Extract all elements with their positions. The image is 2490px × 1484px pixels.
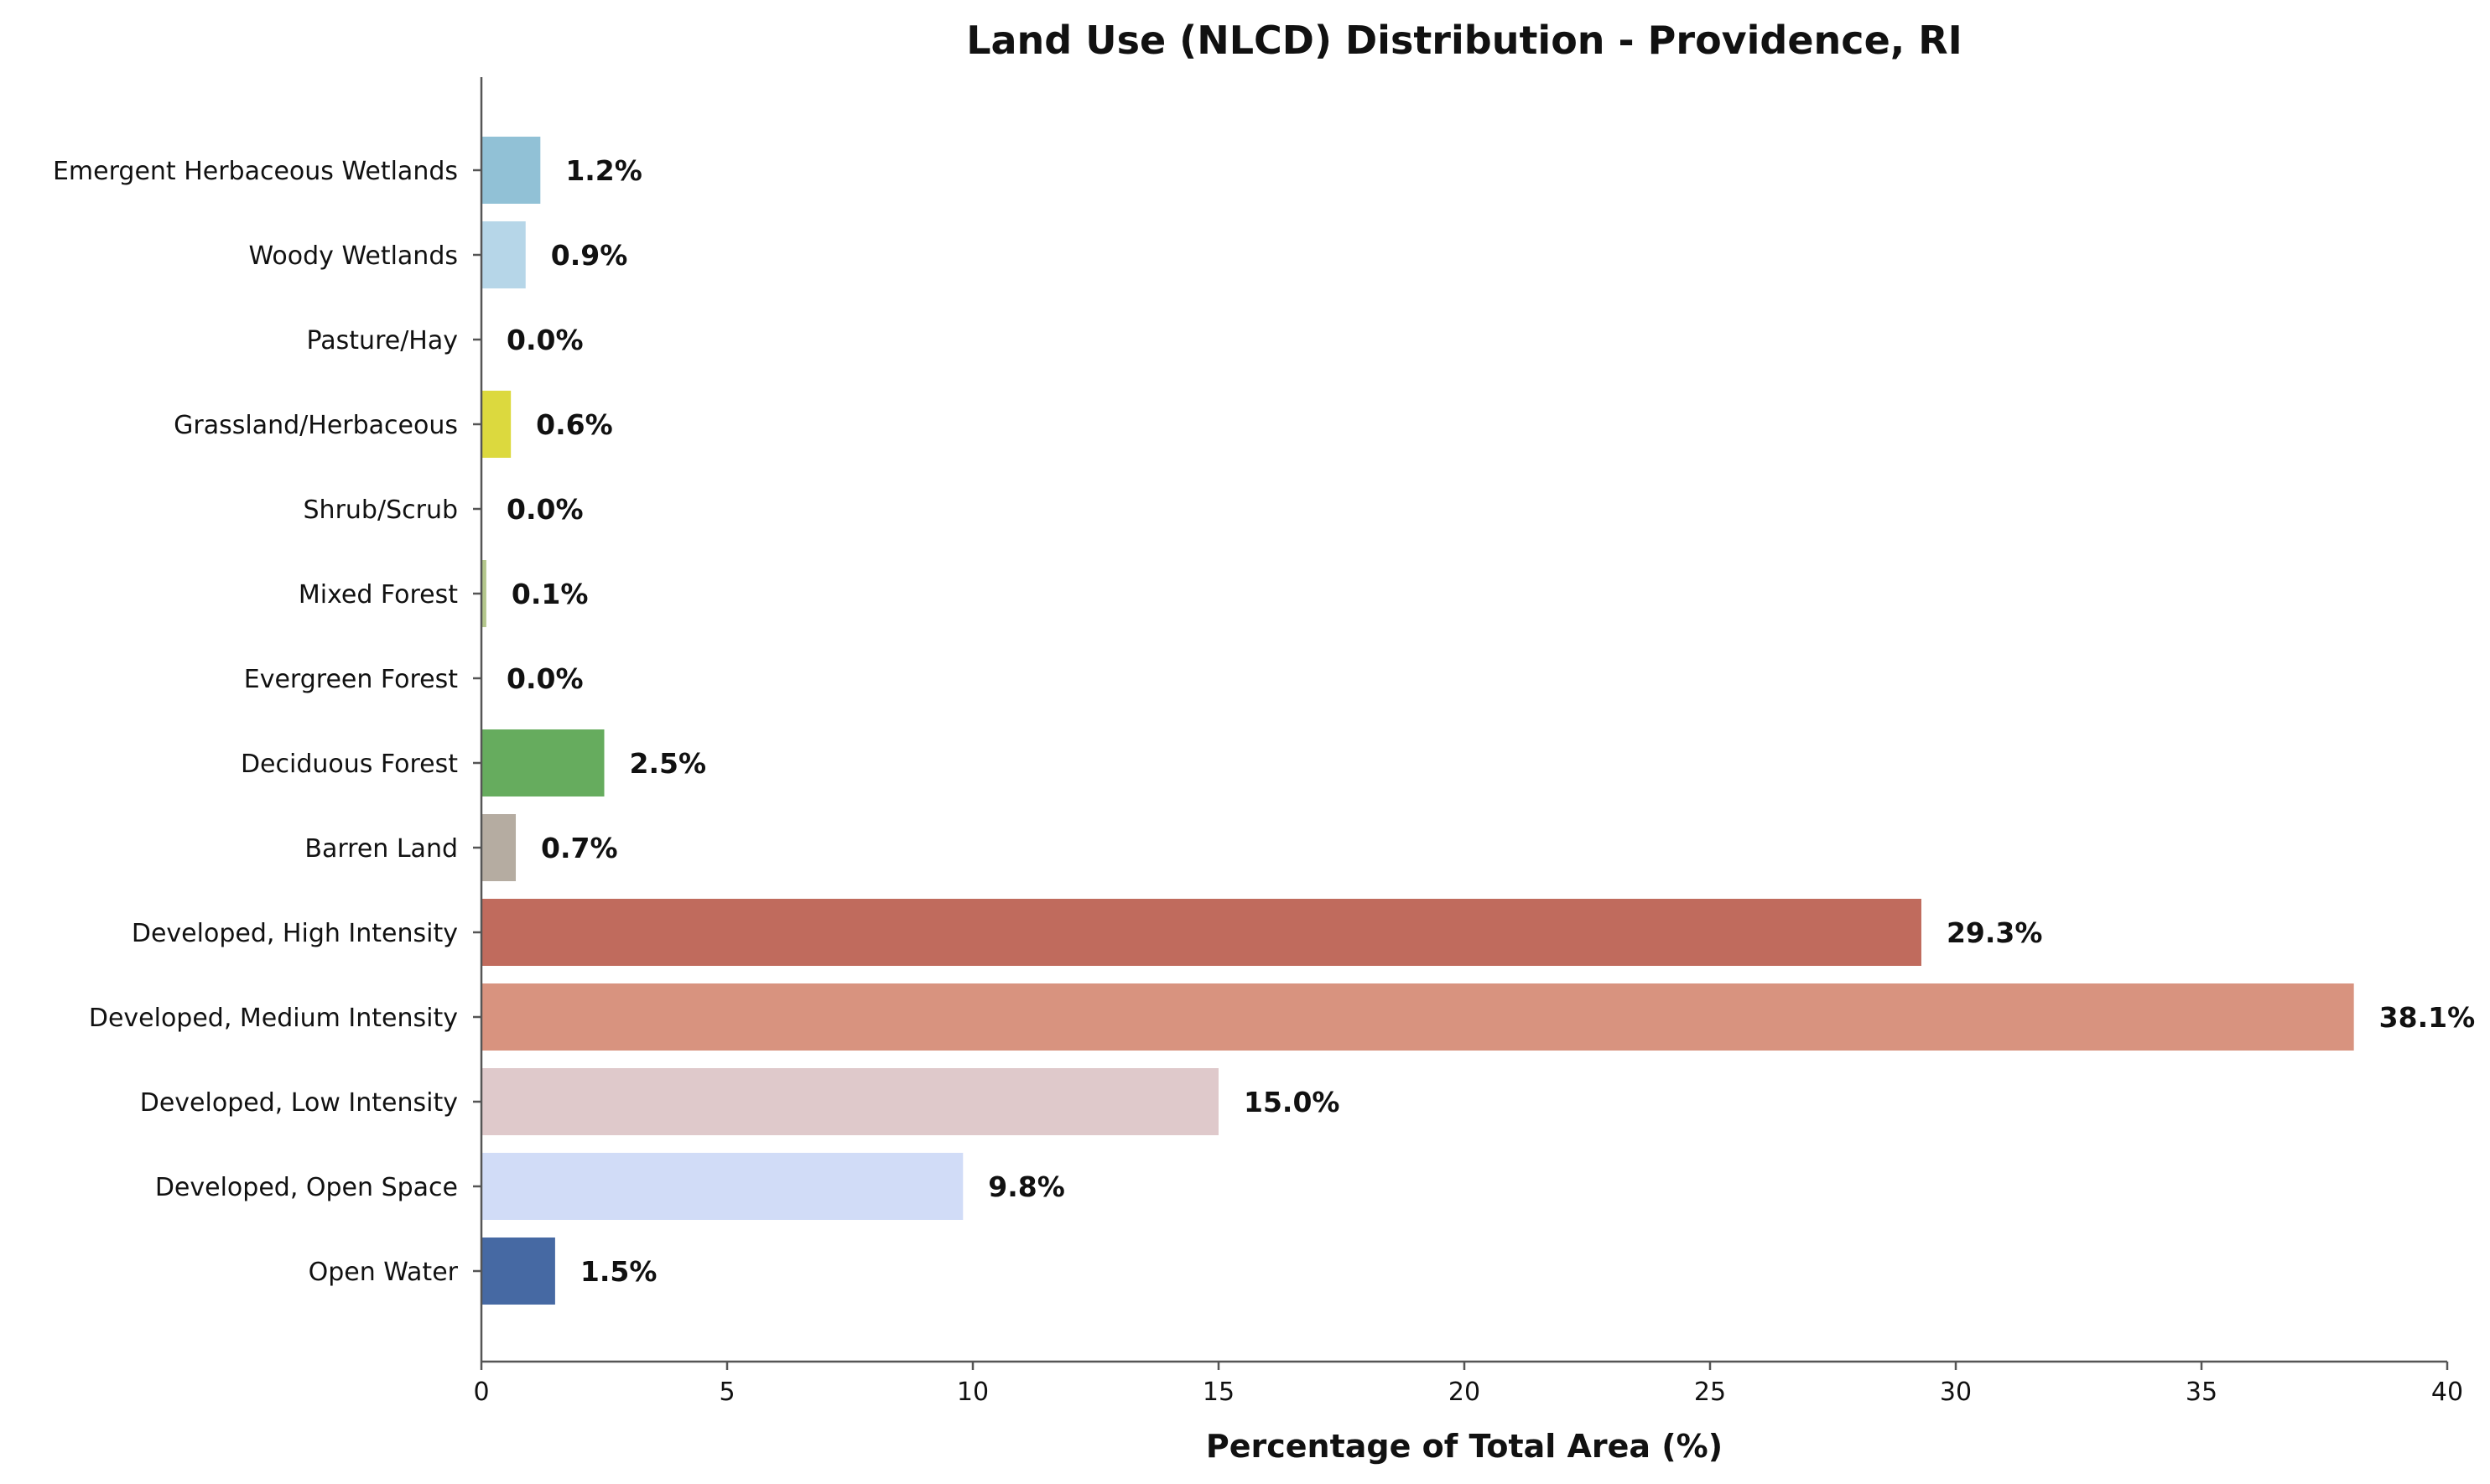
value-label: 2.5% — [630, 747, 707, 780]
category-label: Deciduous Forest — [241, 750, 458, 779]
category-label: Open Water — [309, 1258, 459, 1287]
category-label: Grassland/Herbaceous — [174, 411, 458, 440]
category-label: Emergent Herbaceous Wetlands — [53, 157, 458, 186]
x-tick-label: 35 — [2186, 1378, 2217, 1407]
bar — [481, 137, 541, 204]
bars-layer — [481, 137, 2354, 1305]
category-labels: Open Water Developed, Open Space Developed… — [53, 157, 459, 1287]
category-label: Barren Land — [304, 834, 458, 864]
x-tick-label: 15 — [1203, 1378, 1235, 1407]
x-tick-label: 0 — [473, 1378, 489, 1407]
value-label: 15.0% — [1244, 1086, 1340, 1118]
category-label: Developed, High Intensity — [132, 919, 458, 948]
bar — [481, 221, 526, 288]
value-label: 0.0% — [507, 662, 584, 695]
bar — [481, 899, 1921, 966]
x-tick-label: 10 — [957, 1378, 989, 1407]
value-label: 0.9% — [551, 239, 628, 272]
x-axis-label: Percentage of Total Area (%) — [1206, 1428, 1723, 1465]
category-label: Pasture/Hay — [307, 326, 458, 355]
bar — [481, 560, 486, 627]
ticks-layer: 0 5 10 15 20 25 30 35 40 — [473, 169, 2463, 1407]
x-tick-label: 40 — [2431, 1378, 2463, 1407]
category-label: Developed, Open Space — [155, 1173, 458, 1202]
bar — [481, 1153, 964, 1220]
x-tick-label: 20 — [1448, 1378, 1480, 1407]
value-label: 9.8% — [988, 1170, 1065, 1203]
bar — [481, 983, 2354, 1051]
value-labels: 1.5% 9.8% 15.0% 38.1% 29.3% 0.7% 2.5% 0.0% 0.1% 0… — [507, 154, 2475, 1288]
category-label: Developed, Medium Intensity — [89, 1004, 458, 1033]
value-label: 38.1% — [2379, 1001, 2476, 1034]
bar — [481, 1238, 555, 1305]
value-label: 0.0% — [507, 324, 584, 356]
chart-title: Land Use (NLCD) Distribution - Providenc… — [966, 18, 1962, 63]
category-label: Woody Wetlands — [249, 241, 458, 271]
value-label: 0.6% — [536, 408, 613, 441]
value-label: 0.1% — [512, 578, 589, 610]
category-label: Developed, Low Intensity — [140, 1088, 458, 1118]
value-label: 1.2% — [565, 154, 642, 187]
value-label: 29.3% — [1947, 916, 2043, 949]
value-label: 1.5% — [580, 1255, 658, 1288]
category-label: Mixed Forest — [299, 580, 458, 610]
x-tick-label: 30 — [1940, 1378, 1972, 1407]
bar — [481, 1068, 1219, 1135]
category-label: Shrub/Scrub — [304, 496, 458, 525]
value-label: 0.0% — [507, 493, 584, 526]
x-tick-label: 25 — [1694, 1378, 1726, 1407]
bar — [481, 391, 512, 458]
bar — [481, 729, 605, 796]
category-label: Evergreen Forest — [244, 665, 458, 694]
x-tick-label: 5 — [719, 1378, 735, 1407]
value-label: 0.7% — [541, 832, 618, 864]
bar — [481, 814, 517, 881]
